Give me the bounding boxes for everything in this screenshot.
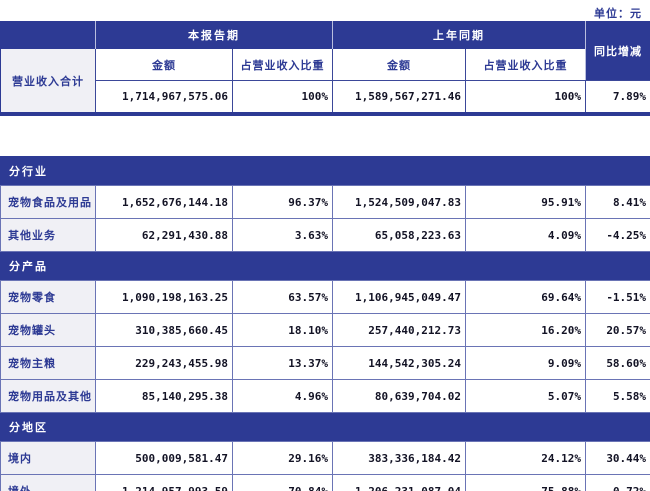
yoy-change-header: 同比增减 xyxy=(585,21,650,81)
prior-share-cell: 24.12% xyxy=(465,441,586,475)
table-row: 宠物用品及其他 85,140,295.38 4.96% 80,639,704.0… xyxy=(0,379,650,413)
header-spacer-cell xyxy=(0,21,96,49)
prior-period-header: 上年同期 xyxy=(332,21,586,49)
current-amount-cell: 62,291,430.88 xyxy=(95,218,233,252)
prior-amount-header: 金额 xyxy=(332,49,466,81)
yoy-cell: 20.57% xyxy=(584,313,650,347)
yoy-cell: 58.60% xyxy=(584,346,650,380)
table-row: 其他业务 62,291,430.88 3.63% 65,058,223.63 4… xyxy=(0,218,650,252)
prior-share-cell: 4.09% xyxy=(465,218,586,252)
prior-share-cell: 9.09% xyxy=(465,346,586,380)
current-share-cell: 96.37% xyxy=(232,185,333,219)
prior-share-header: 占营业收入比重 xyxy=(465,49,586,81)
yoy-cell: 0.72% xyxy=(584,474,650,491)
table-row: 宠物罐头 310,385,660.45 18.10% 257,440,212.7… xyxy=(0,313,650,347)
current-share-cell: 13.37% xyxy=(232,346,333,380)
table-row: 宠物食品及用品 1,652,676,144.18 96.37% 1,524,50… xyxy=(0,185,650,219)
current-share-cell: 3.63% xyxy=(232,218,333,252)
row-label: 宠物主粮 xyxy=(0,346,96,380)
prior-amount-cell: 1,206,231,087.04 xyxy=(332,474,466,491)
yoy-cell: -4.25% xyxy=(584,218,650,252)
current-share-header: 占营业收入比重 xyxy=(232,49,333,81)
current-amount-cell: 229,243,455.98 xyxy=(95,346,233,380)
current-share-cell: 4.96% xyxy=(232,379,333,413)
row-label: 其他业务 xyxy=(0,218,96,252)
yoy-cell: 30.44% xyxy=(584,441,650,475)
section-header-region: 分地区 xyxy=(0,412,650,442)
section-title: 分行业 xyxy=(0,156,650,186)
total-yoy: 7.89% xyxy=(585,80,650,115)
current-amount-cell: 85,140,295.38 xyxy=(95,379,233,413)
prior-share-cell: 75.88% xyxy=(465,474,586,491)
prior-amount-cell: 1,524,509,047.83 xyxy=(332,185,466,219)
total-current-share: 100% xyxy=(232,80,333,115)
row-label: 宠物食品及用品 xyxy=(0,185,96,219)
yoy-cell: -1.51% xyxy=(584,280,650,314)
current-amount-cell: 1,090,198,163.25 xyxy=(95,280,233,314)
subheader-row: 营业收入合计 金额 占营业收入比重 金额 占营业收入比重 xyxy=(0,49,650,114)
revenue-breakdown-table: 分行业 宠物食品及用品 1,652,676,144.18 96.37% 1,52… xyxy=(0,156,650,491)
yoy-cell: 8.41% xyxy=(584,185,650,219)
prior-share-cell: 95.91% xyxy=(465,185,586,219)
current-amount-cell: 310,385,660.45 xyxy=(95,313,233,347)
prior-amount-cell: 383,336,184.42 xyxy=(332,441,466,475)
prior-amount-cell: 65,058,223.63 xyxy=(332,218,466,252)
prior-share-cell: 69.64% xyxy=(465,280,586,314)
revenue-summary-table: 本报告期 上年同期 同比增减 营业收入合计 金额 占营业收入比重 金额 占营业收… xyxy=(0,21,650,116)
row-label: 境内 xyxy=(0,441,96,475)
total-revenue-row: 1,714,967,575.06 100% 1,589,567,271.46 1… xyxy=(1,80,650,115)
total-current-amount: 1,714,967,575.06 xyxy=(95,80,233,115)
table-row: 宠物主粮 229,243,455.98 13.37% 144,542,305.2… xyxy=(0,346,650,380)
section-title: 分产品 xyxy=(0,251,650,281)
table-row: 宠物零食 1,090,198,163.25 63.57% 1,106,945,0… xyxy=(0,280,650,314)
current-share-cell: 18.10% xyxy=(232,313,333,347)
yoy-cell: 5.58% xyxy=(584,379,650,413)
table-row: 境内 500,009,581.47 29.16% 383,336,184.42 … xyxy=(0,441,650,475)
prior-share-cell: 16.20% xyxy=(465,313,586,347)
row-label: 境外 xyxy=(0,474,96,491)
current-amount-cell: 1,652,676,144.18 xyxy=(95,185,233,219)
prior-amount-cell: 1,106,945,049.47 xyxy=(332,280,466,314)
total-prior-share: 100% xyxy=(465,80,586,115)
unit-label: 单位：元 xyxy=(594,7,642,20)
section-header-industry: 分行业 xyxy=(0,156,650,186)
current-period-header: 本报告期 xyxy=(95,21,333,49)
prior-amount-cell: 80,639,704.02 xyxy=(332,379,466,413)
prior-amount-cell: 144,542,305.24 xyxy=(332,346,466,380)
current-share-cell: 63.57% xyxy=(232,280,333,314)
current-share-cell: 70.84% xyxy=(232,474,333,491)
total-revenue-label: 营业收入合计 xyxy=(0,49,96,114)
table-row: 境外 1,214,957,993.59 70.84% 1,206,231,087… xyxy=(0,474,650,491)
prior-amount-cell: 257,440,212.73 xyxy=(332,313,466,347)
section-header-product: 分产品 xyxy=(0,251,650,281)
current-amount-cell: 500,009,581.47 xyxy=(95,441,233,475)
row-label: 宠物用品及其他 xyxy=(0,379,96,413)
section-title: 分地区 xyxy=(0,412,650,442)
prior-share-cell: 5.07% xyxy=(465,379,586,413)
row-label: 宠物零食 xyxy=(0,280,96,314)
period-header-row: 本报告期 上年同期 同比增减 xyxy=(0,21,650,81)
current-amount-header: 金额 xyxy=(95,49,233,81)
current-amount-cell: 1,214,957,993.59 xyxy=(95,474,233,491)
current-share-cell: 29.16% xyxy=(232,441,333,475)
total-prior-amount: 1,589,567,271.46 xyxy=(332,80,466,115)
row-label: 宠物罐头 xyxy=(0,313,96,347)
